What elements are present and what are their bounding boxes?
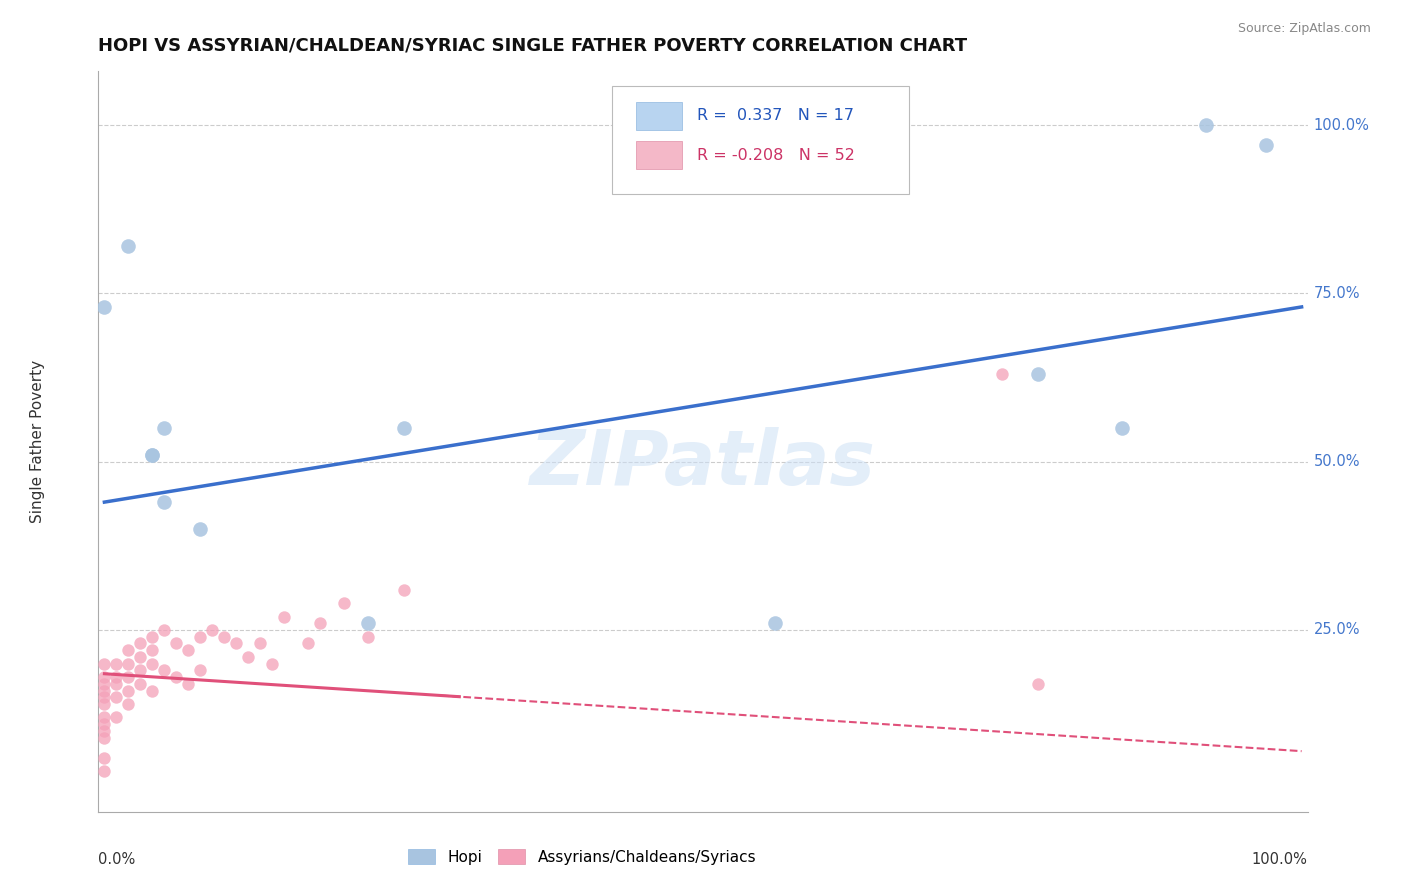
Point xyxy=(105,710,128,724)
Point xyxy=(273,609,295,624)
Point xyxy=(260,657,283,671)
Point xyxy=(165,636,187,650)
FancyBboxPatch shape xyxy=(613,87,908,194)
Point xyxy=(177,643,200,657)
Point xyxy=(105,690,128,705)
Point xyxy=(309,616,332,631)
Text: 75.0%: 75.0% xyxy=(1313,286,1360,301)
Point xyxy=(117,670,139,684)
Point xyxy=(93,717,115,731)
Point xyxy=(93,683,115,698)
Point xyxy=(141,643,163,657)
Text: Source: ZipAtlas.com: Source: ZipAtlas.com xyxy=(1237,22,1371,36)
Text: 0.0%: 0.0% xyxy=(98,853,135,867)
Point xyxy=(392,421,415,435)
Point xyxy=(188,522,211,536)
Point xyxy=(165,670,187,684)
Point xyxy=(105,657,128,671)
Point xyxy=(117,697,139,711)
Point xyxy=(1026,677,1049,691)
Point xyxy=(153,495,176,509)
Point xyxy=(93,710,115,724)
Point xyxy=(177,677,200,691)
Point xyxy=(105,670,128,684)
Point xyxy=(236,649,259,664)
Point xyxy=(93,677,115,691)
Point xyxy=(249,636,271,650)
Point xyxy=(1254,138,1277,153)
Point xyxy=(117,683,139,698)
FancyBboxPatch shape xyxy=(637,102,682,130)
Text: 100.0%: 100.0% xyxy=(1313,118,1369,133)
Point xyxy=(225,636,247,650)
Point xyxy=(129,636,152,650)
Point xyxy=(105,677,128,691)
Text: 100.0%: 100.0% xyxy=(1251,853,1308,867)
Point xyxy=(188,630,211,644)
Point xyxy=(93,657,115,671)
Point xyxy=(153,421,176,435)
Text: Single Father Poverty: Single Father Poverty xyxy=(31,360,45,523)
Point xyxy=(991,368,1014,382)
Point xyxy=(117,643,139,657)
Point xyxy=(153,623,176,637)
Point xyxy=(763,616,786,631)
Point xyxy=(153,664,176,678)
Point xyxy=(201,623,224,637)
Point xyxy=(93,751,115,765)
Text: R =  0.337   N = 17: R = 0.337 N = 17 xyxy=(697,108,853,123)
Point xyxy=(1195,118,1218,132)
Point xyxy=(188,664,211,678)
Point xyxy=(93,690,115,705)
Point xyxy=(93,697,115,711)
Point xyxy=(141,448,163,462)
Legend: Hopi, Assyrians/Chaldeans/Syriacs: Hopi, Assyrians/Chaldeans/Syriacs xyxy=(402,843,762,871)
Point xyxy=(129,664,152,678)
Text: R = -0.208   N = 52: R = -0.208 N = 52 xyxy=(697,147,855,162)
Point xyxy=(117,239,139,253)
Point xyxy=(141,448,163,462)
FancyBboxPatch shape xyxy=(637,141,682,169)
Text: HOPI VS ASSYRIAN/CHALDEAN/SYRIAC SINGLE FATHER POVERTY CORRELATION CHART: HOPI VS ASSYRIAN/CHALDEAN/SYRIAC SINGLE … xyxy=(98,37,967,54)
Point xyxy=(129,677,152,691)
Point xyxy=(93,731,115,745)
Point xyxy=(357,616,380,631)
Point xyxy=(93,670,115,684)
Point xyxy=(93,764,115,779)
Point xyxy=(117,657,139,671)
Point xyxy=(141,657,163,671)
Point xyxy=(141,630,163,644)
Point xyxy=(392,582,415,597)
Point xyxy=(1111,421,1133,435)
Point xyxy=(93,723,115,738)
Text: 25.0%: 25.0% xyxy=(1313,623,1360,638)
Text: ZIPatlas: ZIPatlas xyxy=(530,426,876,500)
Point xyxy=(1026,368,1049,382)
Point xyxy=(141,683,163,698)
Point xyxy=(357,630,380,644)
Point xyxy=(333,596,356,610)
Text: 50.0%: 50.0% xyxy=(1313,454,1360,469)
Point xyxy=(212,630,235,644)
Point xyxy=(93,300,115,314)
Point xyxy=(297,636,319,650)
Point xyxy=(129,649,152,664)
